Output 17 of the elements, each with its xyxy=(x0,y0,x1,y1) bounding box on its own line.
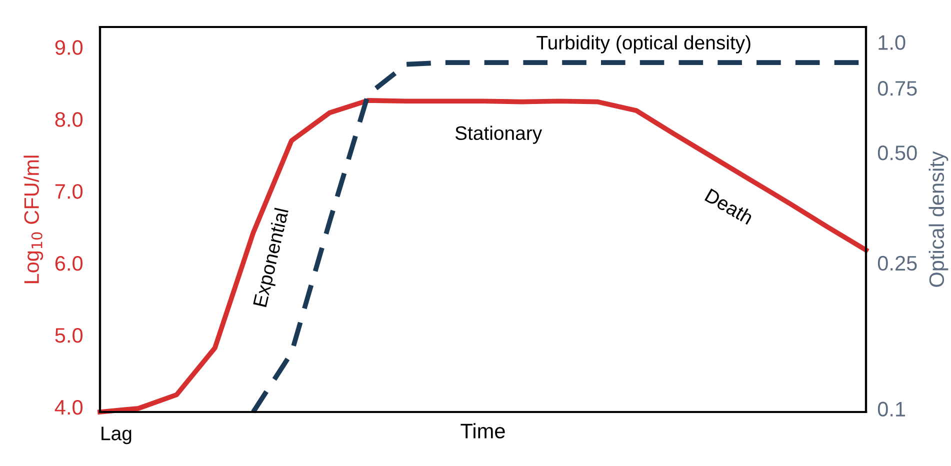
y-tick-label: 9.0 xyxy=(55,40,83,55)
y-tick-label: 7.0 xyxy=(55,184,83,199)
annotation: Stationary xyxy=(455,126,542,144)
y2-tick-label: 0.50 xyxy=(878,146,917,160)
y2-tick-label: 1.0 xyxy=(878,35,906,50)
y2-axis-title: Optical density xyxy=(928,151,948,287)
annotation: Turbidity (optical density) xyxy=(536,35,750,54)
y-tick-label: 6.0 xyxy=(55,256,83,271)
y2-tick-label: 0.25 xyxy=(878,256,917,271)
y-tick-label: 5.0 xyxy=(55,328,83,343)
y-tick-label: 4.0 xyxy=(54,400,83,415)
y-tick-label: 8.0 xyxy=(55,112,83,127)
text: Lag xyxy=(102,426,132,444)
y2-tick-label: 0.75 xyxy=(878,80,917,96)
y-axis-title: Log$_{10}$ CFU/ml xyxy=(24,156,44,284)
x-axis-title: Time xyxy=(460,423,505,438)
y2-tick-label: 0.1 xyxy=(878,402,906,417)
